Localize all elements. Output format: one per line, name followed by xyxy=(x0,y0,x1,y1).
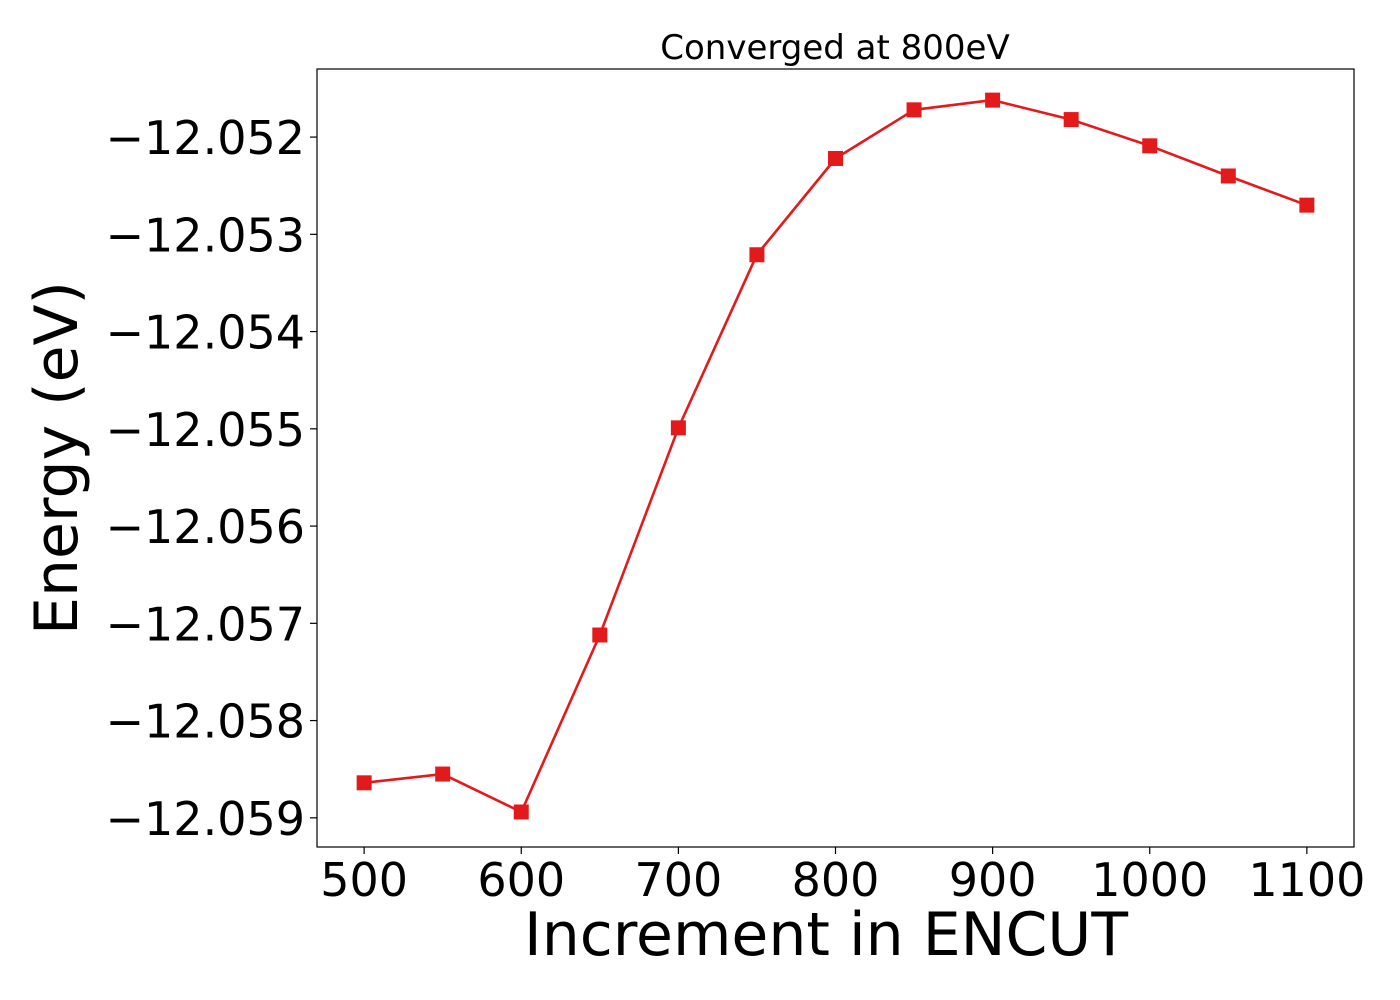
y-tick-label: −12.056 xyxy=(106,500,306,554)
data-point-marker xyxy=(749,247,765,263)
y-tick-label: −12.058 xyxy=(106,695,306,749)
data-point-marker xyxy=(1299,197,1315,213)
series-layer xyxy=(356,92,1315,820)
plot-area: 500 600 700 800 900 1000 1100 −12.052−12.053−1… xyxy=(106,68,1365,907)
x-tick-label: 800 xyxy=(792,853,880,907)
x-tick-label: 600 xyxy=(477,853,565,907)
data-point-marker xyxy=(828,150,843,166)
y-tick-label: −12.053 xyxy=(106,208,306,262)
series-line xyxy=(363,98,1308,814)
data-point-marker xyxy=(1220,168,1236,184)
data-point-marker xyxy=(906,102,922,118)
data-point-marker xyxy=(356,775,372,791)
data-point-marker xyxy=(985,92,1001,108)
plot-frame xyxy=(316,68,1355,848)
x-tick-label: 700 xyxy=(634,853,722,907)
y-tick-label: −12.052 xyxy=(106,111,306,165)
data-point-marker xyxy=(513,804,529,820)
y-axis-label: Energy (eV) xyxy=(22,281,92,635)
y-tick-label: −12.055 xyxy=(106,403,306,457)
x-axis-ticks: 500 600 700 800 900 1000 1100 xyxy=(320,847,1365,907)
y-tick-label: −12.057 xyxy=(106,597,306,651)
data-point-marker xyxy=(435,766,451,782)
y-tick-label: −12.054 xyxy=(106,306,306,360)
x-tick-label: 1100 xyxy=(1248,853,1365,907)
x-tick-label: 500 xyxy=(320,853,408,907)
data-point-marker xyxy=(1063,112,1079,128)
x-axis-label: Increment in ENCUT xyxy=(524,900,1128,970)
y-tick-label: −12.059 xyxy=(106,792,306,846)
x-tick-label: 900 xyxy=(949,853,1037,907)
data-point-marker xyxy=(670,420,686,436)
data-point-marker xyxy=(1142,138,1158,154)
x-tick-label: 1000 xyxy=(1091,853,1208,907)
data-point-marker xyxy=(592,627,608,643)
chart-title: Converged at 800eV xyxy=(660,28,1009,68)
y-axis-ticks: −12.052 −12.053 −12.054 −12.055 −12.056 −12.0… xyxy=(106,111,317,846)
